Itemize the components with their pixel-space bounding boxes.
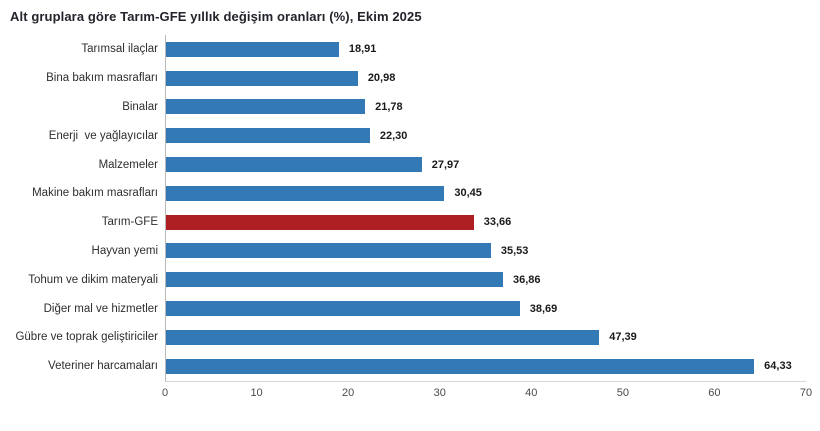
value-label: 64,33 [764, 360, 792, 373]
highlight-bar [166, 214, 474, 230]
category-label: Tarım-GFE [101, 216, 158, 229]
x-tick-label: 50 [616, 386, 629, 399]
bar-row: 35,53 [166, 237, 806, 266]
value-label: 35,53 [500, 244, 529, 257]
chart-title: Alt gruplara göre Tarım-GFE yıllık değiş… [10, 9, 422, 24]
bar [166, 243, 491, 259]
bar-row: 38,69 [166, 294, 806, 323]
bar [166, 272, 503, 288]
x-axis-ticks: 0 10 20 30 40 50 60 70 [161, 386, 812, 405]
value-label: 38,69 [529, 302, 558, 315]
bar-row: 20,98 [166, 64, 806, 93]
category-label: Tarımsal ilaçlar [81, 43, 158, 56]
value-label: 21,78 [375, 100, 403, 113]
bar [166, 358, 755, 374]
bar-row: 64,33 [166, 352, 806, 381]
category-label: Diğer mal ve hizmetler [43, 302, 158, 315]
bar [166, 128, 370, 144]
category-label: Malzemeler [98, 158, 158, 171]
bar-row: 27,97 [166, 150, 806, 179]
x-tick-label: 60 [708, 386, 721, 399]
bar [166, 70, 358, 86]
bar-row: 30,45 [166, 179, 806, 208]
value-label: 36,86 [513, 273, 541, 286]
bar-row: 33,66 [166, 208, 806, 237]
category-label: Gübre ve toprak geliştiriciler [15, 331, 158, 344]
chart-body: Tarımsal ilaçlar Bina bakım masrafları Bin… [0, 35, 806, 382]
bar [166, 41, 339, 57]
category-label: Enerji ve yağlayıcılar [48, 129, 158, 142]
x-tick-label: 70 [799, 386, 813, 399]
x-tick-label: 0 [161, 386, 169, 399]
x-tick-label: 20 [342, 386, 355, 399]
category-label: Makine bakım masrafları [32, 187, 158, 200]
bar-row: 21,78 [166, 93, 806, 122]
bar [166, 157, 422, 173]
x-tick-label: 10 [250, 386, 263, 399]
x-tick-label: 40 [525, 386, 538, 399]
plot-area: 18,91 20,98 21,78 22,30 27,97 30,45 33,66 35,53… [165, 35, 806, 382]
x-tick-label: 30 [433, 386, 446, 399]
bar [166, 99, 366, 115]
bar-row: 47,39 [166, 323, 806, 352]
value-label: 47,39 [609, 331, 637, 344]
value-label: 18,91 [348, 43, 377, 56]
category-label: Hayvan yemi [91, 244, 158, 257]
value-label: 33,66 [483, 216, 512, 229]
bar-row: 22,30 [166, 121, 806, 150]
value-label: 20,98 [367, 72, 396, 85]
value-label: 30,45 [454, 187, 482, 200]
bar [166, 329, 600, 345]
value-label: 22,30 [379, 129, 408, 142]
category-label: Bina bakım masrafları [46, 72, 158, 85]
category-label: Veteriner harcamaları [48, 360, 158, 373]
value-label: 27,97 [431, 158, 460, 171]
bar [166, 185, 445, 201]
category-label: Tohum ve dikim materyali [28, 273, 158, 286]
bar-row: 18,91 [166, 35, 806, 64]
bar-row: 36,86 [166, 265, 806, 294]
labels-column: Tarımsal ilaçlar Bina bakım masrafları Bin… [0, 35, 165, 382]
category-label: Binalar [122, 100, 158, 113]
bar [166, 301, 520, 317]
